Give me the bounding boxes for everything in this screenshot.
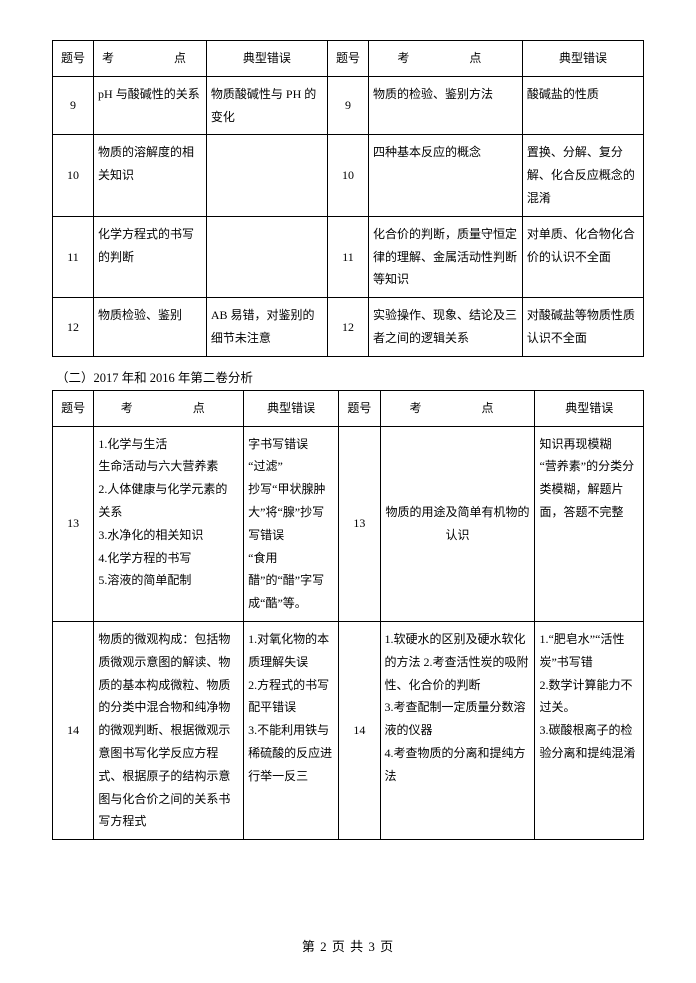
header-cell: 题号 bbox=[53, 390, 94, 426]
table-row: 9 pH 与酸碱性的关系 物质酸碱性与 PH 的变化 9 物质的检验、鉴别方法 … bbox=[53, 76, 644, 135]
cell-num: 11 bbox=[53, 216, 94, 297]
cell-err: 对酸碱盐等物质性质认识不全面 bbox=[522, 298, 643, 357]
cell-err: AB 易错，对鉴别的细节未注意 bbox=[206, 298, 327, 357]
section-title: （二）2017 年和 2016 年第二卷分析 bbox=[56, 367, 644, 386]
cell-kp: 物质检验、鉴别 bbox=[94, 298, 207, 357]
cell-err: 1.“肥皂水”“活性炭”书写错 2.数学计算能力不过关。 3.碳酸根离子的检验分… bbox=[535, 621, 644, 839]
cell-err: 物质酸碱性与 PH 的变化 bbox=[206, 76, 327, 135]
cell-kp: 化学方程式的书写的判断 bbox=[94, 216, 207, 297]
cell-num: 10 bbox=[327, 135, 368, 216]
header-cell: 考 点 bbox=[94, 41, 207, 77]
table-header-row: 题号 考 点 典型错误 题号 考 点 典型错误 bbox=[53, 41, 644, 77]
header-cell: 考 点 bbox=[380, 390, 535, 426]
table-row: 14 物质的微观构成：包括物质微观示意图的解读、物质的基本构成微粒、物质的分类中… bbox=[53, 621, 644, 839]
cell-kp: 化合价的判断，质量守恒定律的理解、金属活动性判断等知识 bbox=[368, 216, 522, 297]
cell-kp: 物质的微观构成：包括物质微观示意图的解读、物质的基本构成微粒、物质的分类中混合物… bbox=[94, 621, 244, 839]
cell-err bbox=[206, 216, 327, 297]
table-row: 13 1.化学与生活 生命活动与六大营养素 2.人体健康与化学元素的关系 3.水… bbox=[53, 426, 644, 621]
cell-kp: 实验操作、现象、结论及三者之间的逻辑关系 bbox=[368, 298, 522, 357]
header-cell: 考 点 bbox=[94, 390, 244, 426]
header-cell: 题号 bbox=[327, 41, 368, 77]
cell-err: 置换、分解、复分解、化合反应概念的混淆 bbox=[522, 135, 643, 216]
cell-kp: 1.化学与生活 生命活动与六大营养素 2.人体健康与化学元素的关系 3.水净化的… bbox=[94, 426, 244, 621]
cell-kp: 物质的溶解度的相关知识 bbox=[94, 135, 207, 216]
cell-num: 10 bbox=[53, 135, 94, 216]
cell-num: 9 bbox=[53, 76, 94, 135]
cell-num: 12 bbox=[53, 298, 94, 357]
cell-num: 9 bbox=[327, 76, 368, 135]
cell-kp: 物质的检验、鉴别方法 bbox=[368, 76, 522, 135]
cell-err: 知识再现模糊 “营养素”的分类分类模糊，解题片面，答题不完整 bbox=[535, 426, 644, 621]
analysis-table-1: 题号 考 点 典型错误 题号 考 点 典型错误 9 pH 与酸碱性的关系 物质酸… bbox=[52, 40, 644, 357]
cell-num: 12 bbox=[327, 298, 368, 357]
cell-num: 14 bbox=[53, 621, 94, 839]
header-cell: 题号 bbox=[339, 390, 380, 426]
cell-num: 13 bbox=[339, 426, 380, 621]
header-cell: 考 点 bbox=[368, 41, 522, 77]
table-row: 12 物质检验、鉴别 AB 易错，对鉴别的细节未注意 12 实验操作、现象、结论… bbox=[53, 298, 644, 357]
header-cell: 题号 bbox=[53, 41, 94, 77]
header-cell: 典型错误 bbox=[535, 390, 644, 426]
table-header-row: 题号 考 点 典型错误 题号 考 点 典型错误 bbox=[53, 390, 644, 426]
cell-num: 14 bbox=[339, 621, 380, 839]
cell-err: 对单质、化合物化合价的认识不全面 bbox=[522, 216, 643, 297]
cell-kp: pH 与酸碱性的关系 bbox=[94, 76, 207, 135]
cell-kp: 物质的用途及简单有机物的认识 bbox=[380, 426, 535, 621]
cell-kp: 四种基本反应的概念 bbox=[368, 135, 522, 216]
table-row: 11 化学方程式的书写的判断 11 化合价的判断，质量守恒定律的理解、金属活动性… bbox=[53, 216, 644, 297]
cell-num: 11 bbox=[327, 216, 368, 297]
cell-err: 1.对氧化物的本质理解失误 2.方程式的书写配平错误 3.不能利用铁与稀硫酸的反… bbox=[244, 621, 339, 839]
analysis-table-2: 题号 考 点 典型错误 题号 考 点 典型错误 13 1.化学与生活 生命活动与… bbox=[52, 390, 644, 840]
cell-err: 字书写错误 “过滤” 抄写“甲状腺肿大”将“腺”抄写写错误 “食用醋”的“醋”字… bbox=[244, 426, 339, 621]
header-cell: 典型错误 bbox=[206, 41, 327, 77]
cell-kp: 1.软硬水的区别及硬水软化的方法 2.考查活性炭的吸附性、化合价的判断 3.考查… bbox=[380, 621, 535, 839]
header-cell: 典型错误 bbox=[244, 390, 339, 426]
cell-err bbox=[206, 135, 327, 216]
cell-err: 酸碱盐的性质 bbox=[522, 76, 643, 135]
page-footer: 第 2 页 共 3 页 bbox=[0, 936, 696, 955]
table-row: 10 物质的溶解度的相关知识 10 四种基本反应的概念 置换、分解、复分解、化合… bbox=[53, 135, 644, 216]
header-cell: 典型错误 bbox=[522, 41, 643, 77]
cell-num: 13 bbox=[53, 426, 94, 621]
